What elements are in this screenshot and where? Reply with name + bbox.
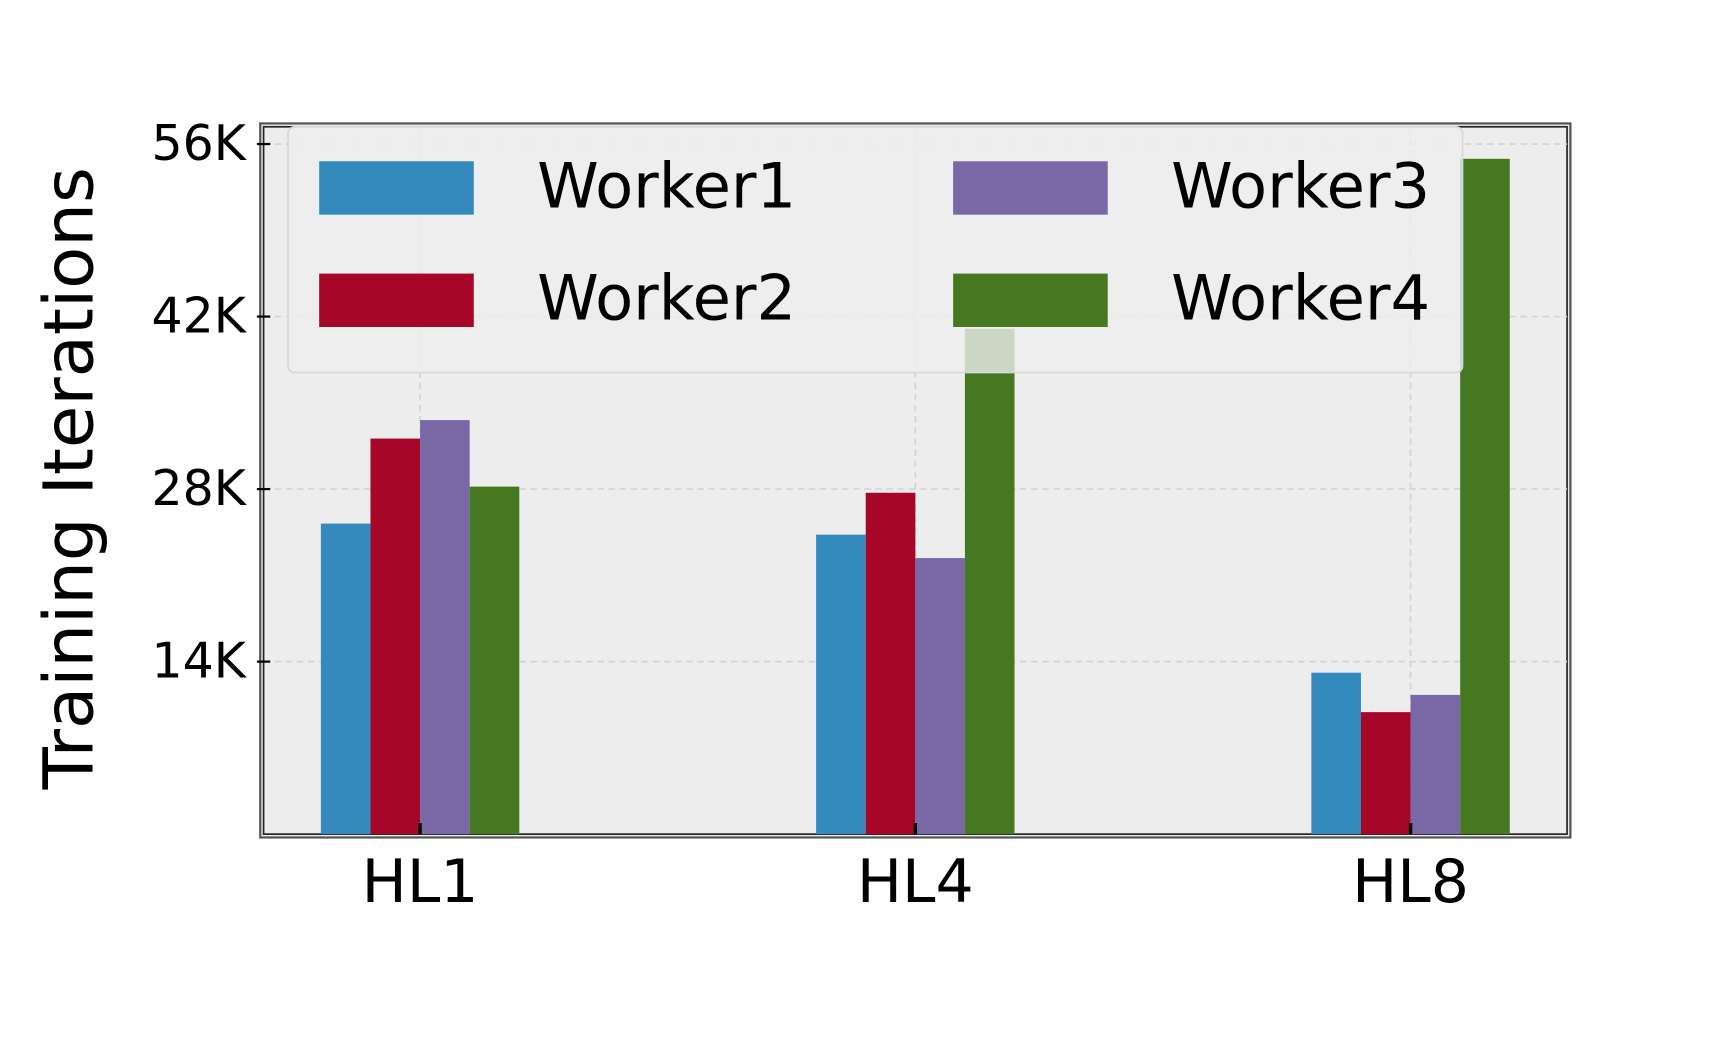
bar bbox=[420, 420, 470, 835]
legend-swatch bbox=[953, 273, 1108, 327]
legend-label: Worker4 bbox=[1171, 262, 1430, 335]
legend-label: Worker1 bbox=[537, 149, 796, 222]
x-tick-label: HL1 bbox=[362, 847, 479, 917]
y-axis-label: Training Iterations bbox=[29, 167, 109, 790]
legend-box bbox=[287, 125, 1464, 374]
x-tick-label: HL8 bbox=[1352, 847, 1469, 917]
bar bbox=[469, 486, 520, 835]
legend-swatch bbox=[319, 161, 474, 215]
bar bbox=[320, 523, 371, 835]
legend-label: Worker2 bbox=[537, 262, 796, 335]
bar bbox=[1410, 694, 1461, 835]
y-tick-label: 42K bbox=[151, 287, 247, 344]
bar bbox=[370, 438, 421, 835]
bar bbox=[1460, 158, 1510, 835]
legend-label: Worker3 bbox=[1171, 149, 1430, 222]
bar bbox=[816, 534, 866, 835]
x-tick-label: HL4 bbox=[857, 847, 974, 917]
y-tick-label: 14K bbox=[151, 632, 247, 689]
bar bbox=[865, 492, 916, 835]
bar bbox=[915, 558, 965, 835]
legend-swatch bbox=[953, 161, 1108, 215]
bar bbox=[1311, 672, 1361, 835]
y-tick-label: 28K bbox=[151, 460, 247, 517]
y-tick-label: 56K bbox=[151, 115, 247, 172]
bar bbox=[1360, 712, 1411, 835]
bar bbox=[964, 328, 1015, 835]
legend-swatch bbox=[319, 273, 474, 327]
